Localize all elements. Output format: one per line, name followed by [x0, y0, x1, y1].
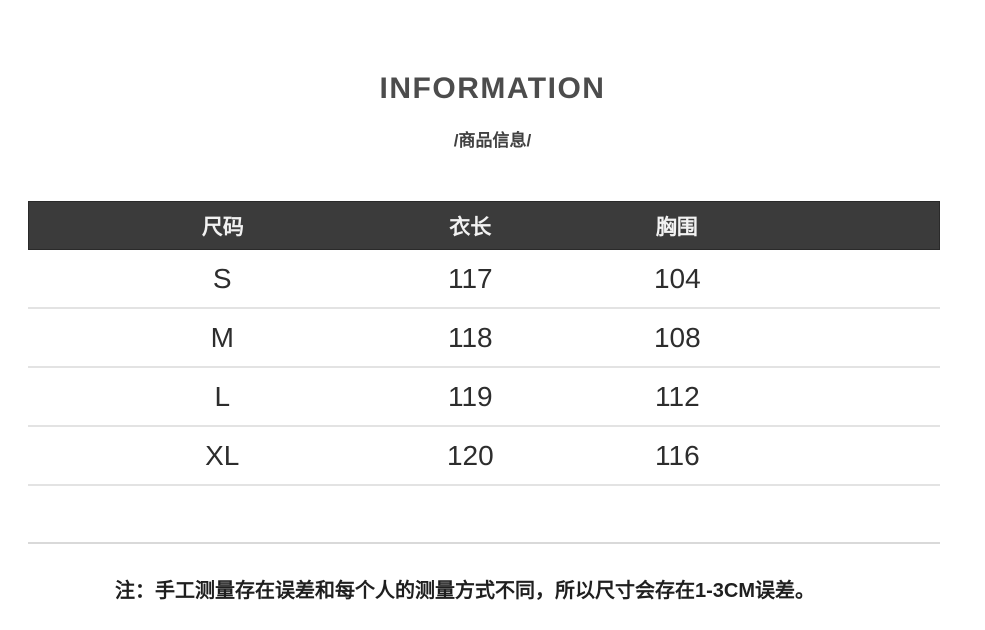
- table-row-xl: XL 120 116: [28, 427, 940, 486]
- header-cell-length: 衣长: [449, 215, 492, 239]
- size-table: 尺码 衣长 胸围 S 117 104 M 118 108 L 119 112 X…: [28, 201, 940, 544]
- table-row-l: L 119 112: [28, 368, 940, 427]
- header-cell-bust: 胸围: [655, 215, 698, 239]
- cell-size: M: [210, 321, 234, 353]
- cell-bust: 112: [655, 380, 700, 412]
- table-row-m: M 118 108: [28, 309, 940, 368]
- cell-size: S: [212, 262, 232, 294]
- cell-length: 120: [446, 439, 494, 471]
- cell-size: XL: [205, 439, 240, 471]
- cell-bust: 104: [653, 262, 701, 294]
- table-row-s: S 117 104: [28, 250, 940, 309]
- table-row-empty: [28, 486, 940, 544]
- page-subtitle: /商品信息/: [453, 131, 532, 150]
- measurement-note: 注：手工测量存在误差和每个人的测量方式不同，所以尺寸会存在1-3CM误差。: [115, 580, 816, 602]
- size-table-header: 尺码 衣长 胸围: [28, 201, 940, 250]
- page-title: INFORMATION: [379, 72, 606, 105]
- cell-length: 118: [447, 321, 493, 353]
- cell-bust: 108: [653, 321, 701, 353]
- cell-size: L: [214, 380, 231, 412]
- cell-bust: 116: [655, 439, 700, 471]
- cell-length: 117: [447, 262, 493, 294]
- cell-length: 119: [447, 380, 493, 412]
- header-cell-size: 尺码: [201, 215, 244, 239]
